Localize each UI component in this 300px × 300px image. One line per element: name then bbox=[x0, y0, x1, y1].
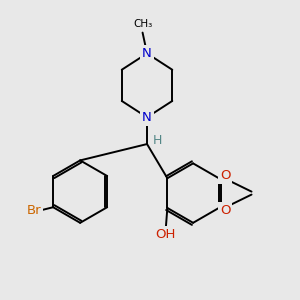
Text: OH: OH bbox=[156, 228, 176, 241]
Text: H: H bbox=[153, 134, 162, 147]
Text: CH₃: CH₃ bbox=[133, 19, 152, 29]
Text: O: O bbox=[220, 169, 231, 182]
Text: Br: Br bbox=[26, 204, 41, 217]
Text: N: N bbox=[142, 111, 152, 124]
Text: N: N bbox=[142, 47, 152, 60]
Text: O: O bbox=[220, 204, 231, 217]
